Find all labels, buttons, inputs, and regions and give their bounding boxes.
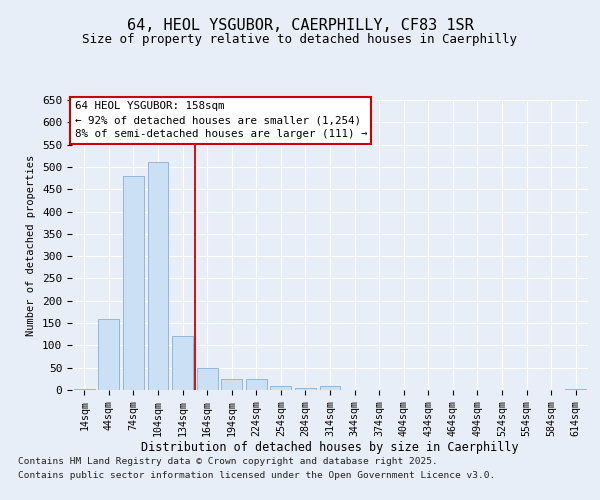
Bar — [221, 379, 242, 390]
Bar — [271, 386, 292, 390]
Text: Size of property relative to detached houses in Caerphilly: Size of property relative to detached ho… — [83, 32, 517, 46]
Bar — [197, 368, 218, 390]
Text: 64 HEOL YSGUBOR: 158sqm
← 92% of detached houses are smaller (1,254)
8% of semi-: 64 HEOL YSGUBOR: 158sqm ← 92% of detache… — [74, 102, 367, 140]
Text: Contains public sector information licensed under the Open Government Licence v3: Contains public sector information licen… — [18, 471, 495, 480]
X-axis label: Distribution of detached houses by size in Caerphilly: Distribution of detached houses by size … — [141, 442, 519, 454]
Bar — [565, 389, 586, 390]
Bar — [295, 388, 316, 390]
Bar — [148, 162, 169, 390]
Bar — [172, 336, 193, 390]
Bar — [320, 386, 340, 390]
Bar — [98, 318, 119, 390]
Y-axis label: Number of detached properties: Number of detached properties — [26, 154, 37, 336]
Text: 64, HEOL YSGUBOR, CAERPHILLY, CF83 1SR: 64, HEOL YSGUBOR, CAERPHILLY, CF83 1SR — [127, 18, 473, 32]
Bar — [123, 176, 144, 390]
Bar — [74, 389, 95, 390]
Text: Contains HM Land Registry data © Crown copyright and database right 2025.: Contains HM Land Registry data © Crown c… — [18, 458, 438, 466]
Bar — [246, 379, 267, 390]
